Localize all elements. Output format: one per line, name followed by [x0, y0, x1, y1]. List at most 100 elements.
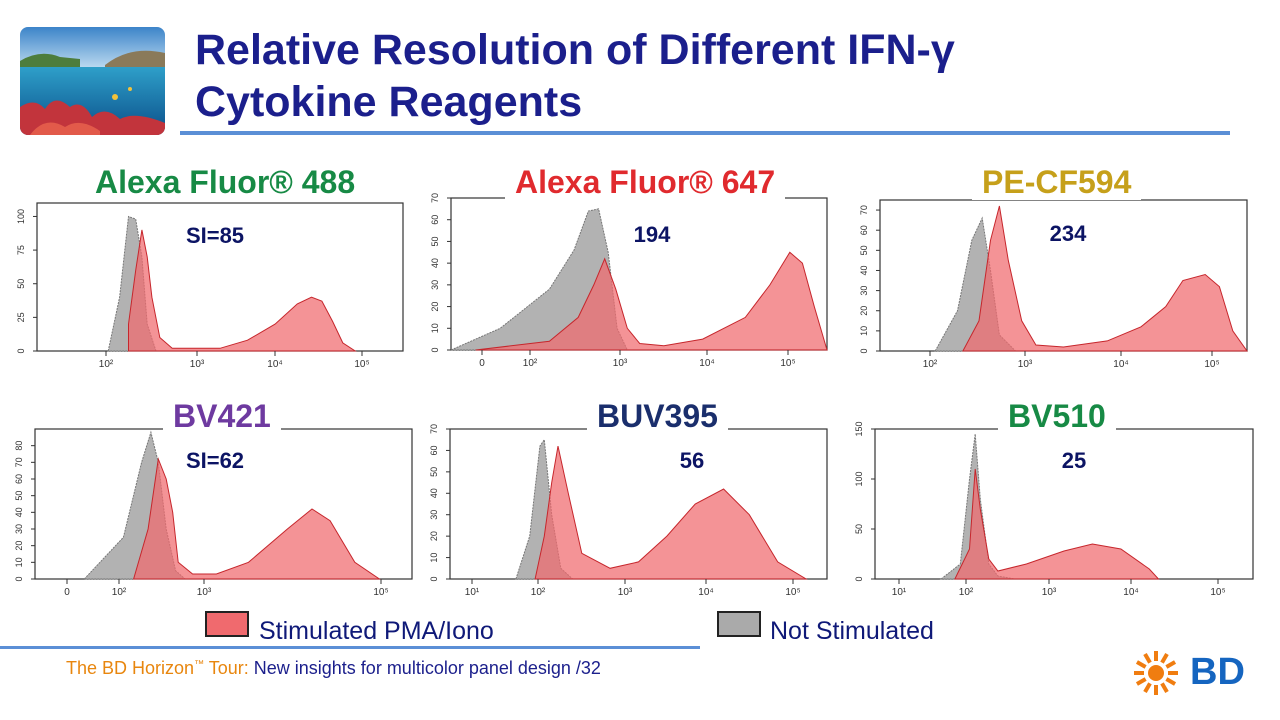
x-tick-label: 10²: [112, 587, 127, 598]
panel-annotation-pecf594: 234: [1049, 221, 1087, 246]
x-tick-label: 10⁵: [373, 587, 388, 598]
y-tick-label: 60: [429, 445, 439, 455]
ocean-reef-thumbnail: [20, 27, 165, 135]
y-tick-label: 70: [859, 205, 869, 215]
x-tick-label: 10³: [1042, 587, 1057, 598]
x-tick-label: 10⁴: [1123, 587, 1138, 598]
histogram-buv395: 0 10 20 30 40 50 60 70 10¹ 10² 10³ 10⁴ 10⁵: [429, 424, 828, 598]
y-tick-label: 70: [430, 193, 440, 203]
x-tick-label: 10⁵: [354, 359, 369, 370]
y-tick-label: 20: [14, 541, 24, 551]
panel-title-af647: Alexa Fluor® 647: [505, 164, 786, 200]
x-tick-label: 10⁴: [267, 359, 282, 370]
series-stimulated: [128, 229, 357, 352]
series-stimulated: [954, 468, 1160, 580]
y-tick-label: 40: [429, 488, 439, 498]
y-tick-label: 50: [16, 279, 26, 289]
y-tick-label: 0: [430, 347, 440, 352]
y-tick-label: 30: [430, 280, 440, 290]
panel-annotation-af488: SI=85: [185, 223, 245, 248]
panel-title-af488: Alexa Fluor® 488: [85, 164, 366, 200]
series-stimulated: [534, 445, 808, 580]
x-tick-label: 10⁵: [780, 358, 795, 369]
legend-swatch-stimulated: [205, 611, 249, 637]
x-tick-label: 10¹: [465, 587, 480, 598]
y-tick-label: 50: [429, 467, 439, 477]
y-tick-label: 60: [14, 474, 24, 484]
x-tick-label: 10⁵: [1204, 359, 1219, 370]
y-tick-label: 40: [14, 507, 24, 517]
x-tick-label: 10²: [923, 359, 938, 370]
panel-title-buv395: BUV395: [587, 398, 728, 434]
x-tick-label: 10⁴: [1113, 359, 1128, 370]
y-tick-label: 0: [14, 576, 24, 581]
slide-title-line-2: Cytokine Reagents: [195, 78, 583, 126]
y-tick-label: 100: [854, 471, 864, 486]
y-tick-label: 150: [854, 421, 864, 436]
y-tick-label: 10: [430, 323, 440, 333]
x-tick-label: 10³: [613, 358, 628, 369]
y-tick-label: 0: [859, 348, 869, 353]
y-tick-label: 60: [430, 215, 440, 225]
y-tick-label: 75: [16, 245, 26, 255]
y-tick-label: 10: [14, 557, 24, 567]
y-tick-label: 10: [859, 326, 869, 336]
x-tick-label: 0: [479, 358, 485, 369]
histogram-pecf594: 0 10 20 30 40 50 60 70 10² 10³ 10⁴ 10⁵: [859, 199, 1248, 370]
y-tick-label: 50: [14, 491, 24, 501]
y-tick-label: 20: [429, 531, 439, 541]
y-tick-label: 70: [14, 457, 24, 467]
panel-annotation-bv421: SI=62: [185, 448, 245, 473]
histogram-bv421: 0 10 20 30 40 50 60 70 80 0 10² 10³ 10⁵: [14, 428, 413, 598]
x-tick-label: 10⁵: [1210, 587, 1225, 598]
x-tick-label: 10³: [618, 587, 633, 598]
histogram-af647: 0 10 20 30 40 50 60 70 0 10² 10³ 10⁴ 10⁵: [430, 193, 828, 369]
x-tick-label: 10³: [197, 587, 212, 598]
panel-title-bv510: BV510: [998, 398, 1116, 434]
y-tick-label: 30: [429, 510, 439, 520]
y-tick-label: 25: [16, 312, 26, 322]
y-tick-label: 50: [430, 236, 440, 246]
slide-title: Relative Resolution of Different IFN-γ C…: [195, 24, 1245, 128]
footer-subtitle: New insights for multicolor panel design…: [248, 658, 601, 678]
histogram-af488: 0 25 50 75 100 10² 10³ 10⁴ 10⁵: [16, 202, 404, 370]
y-tick-label: 70: [429, 424, 439, 434]
title-divider: [180, 131, 1230, 135]
x-tick-label: 10²: [531, 587, 546, 598]
legend-label-not-stimulated: Not Stimulated: [770, 617, 934, 645]
footer-divider: [0, 646, 700, 649]
y-tick-label: 0: [429, 576, 439, 581]
plot-frame: [36, 202, 404, 352]
legend-label-stimulated: Stimulated PMA/Iono: [259, 617, 494, 645]
y-tick-label: 10: [429, 553, 439, 563]
x-tick-label: 10²: [523, 358, 538, 369]
y-tick-label: 0: [854, 576, 864, 581]
x-tick-label: 10⁴: [698, 587, 713, 598]
y-tick-label: 40: [430, 258, 440, 268]
y-tick-label: 100: [16, 209, 26, 224]
x-tick-label: 10⁴: [699, 358, 714, 369]
series-stimulated: [475, 251, 828, 351]
y-tick-label: 60: [859, 225, 869, 235]
y-tick-label: 50: [859, 245, 869, 255]
bd-logo-text: BD: [1190, 651, 1245, 693]
series-stimulated: [132, 457, 382, 580]
series-stimulated: [962, 205, 1248, 352]
y-tick-label: 30: [14, 524, 24, 534]
panel-title-pecf594: PE-CF594: [972, 164, 1142, 200]
legend-swatch-not-stimulated: [717, 611, 761, 637]
x-tick-label: 10²: [99, 359, 114, 370]
x-tick-label: 10¹: [892, 587, 907, 598]
y-tick-label: 80: [14, 441, 24, 451]
y-tick-label: 40: [859, 265, 869, 275]
x-tick-label: 10²: [959, 587, 974, 598]
footer-brand: The BD Horizon: [66, 658, 195, 678]
footer-tour: Tour:: [204, 658, 249, 678]
y-tick-label: 30: [859, 286, 869, 296]
plot-frame: [449, 428, 828, 580]
y-tick-label: 0: [16, 348, 26, 353]
panel-annotation-bv510: 25: [1061, 448, 1087, 473]
x-tick-label: 10⁵: [785, 587, 800, 598]
y-tick-label: 50: [854, 524, 864, 534]
x-tick-label: 10³: [1018, 359, 1033, 370]
